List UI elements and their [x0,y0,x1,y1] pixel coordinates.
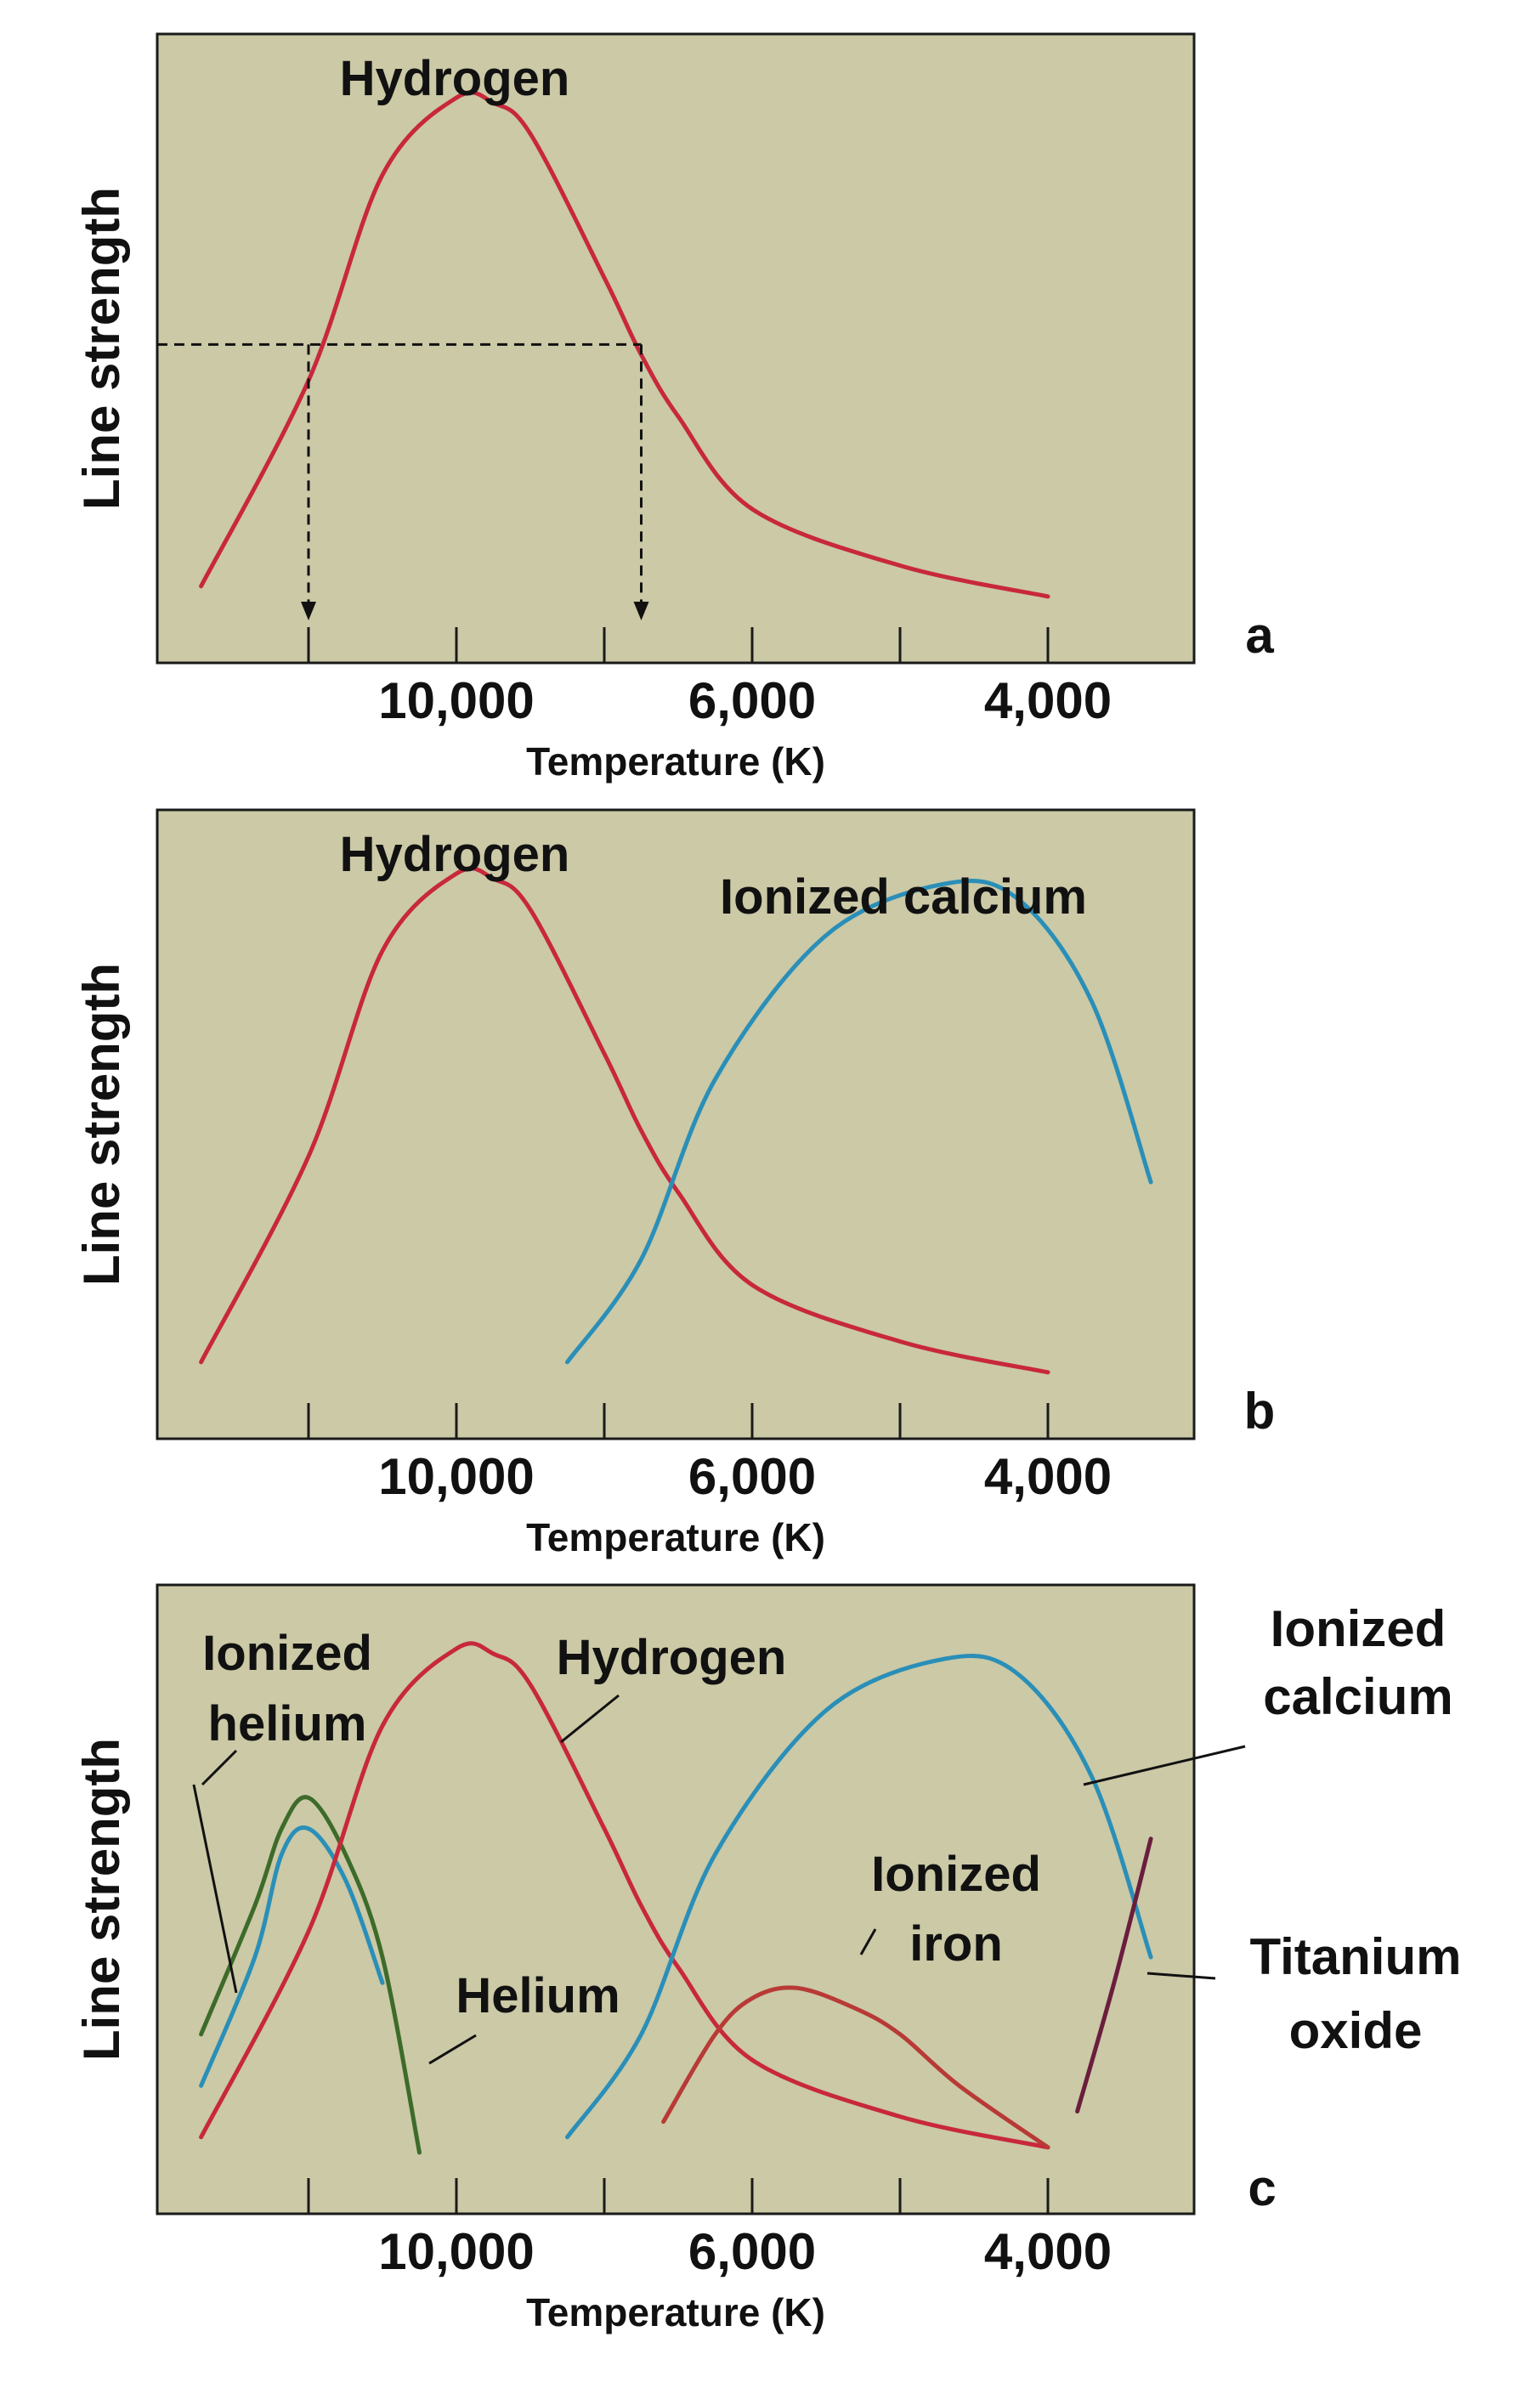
panel-c-plot-area [156,1583,1196,2215]
panel-c-label-ionized-iron-line1: Ionized [871,1847,1041,1902]
panel-c-curve-helium [199,1795,422,2155]
panel-c-leaders [192,1694,1246,2065]
panel-c-curve-ionized-iron [661,1985,1050,2150]
panel-a-letter: a [1245,607,1274,664]
panel-a-y-label: Line strength [73,187,130,510]
panel-c-label-ionized-calcium-line2: calcium [1263,1668,1452,1725]
panel-b-x-tick-label-6000: 6,000 [688,1448,816,1505]
panel-b-curves [199,866,1153,1375]
panel-c-label-ionized-calcium-line1: Ionized [1271,1600,1447,1657]
panel-b: Hydrogen Ionized calcium Line strength 1… [73,808,1276,1559]
panel-c-curve-ionized-helium [199,1825,385,2088]
panel-b-series-label-hydrogen: Hydrogen [340,827,570,882]
panel-c-x-tick-label-10000: 10,000 [378,2223,535,2280]
panel-c-curve-ionized-calcium [565,1654,1153,2140]
panel-a-x-tick-label-4000: 4,000 [984,672,1112,729]
panel-a-x-tick-label-6000: 6,000 [688,672,816,729]
panel-b-curve-ionized-calcium [565,879,1153,1365]
panel-c-label-helium: Helium [456,1968,620,2023]
panel-b-letter: b [1244,1383,1276,1440]
leader-titanium-oxide [1147,1972,1216,1980]
leader-ionized-helium [201,1749,238,1786]
panel-a-curves [199,90,1050,599]
panel-b-x-tick-label-4000: 4,000 [984,1448,1112,1505]
panel-c-label-titanium-oxide-line1: Titanium [1250,1928,1462,1985]
panel-a-curve-hydrogen [199,90,1050,599]
panel-c-x-tick-label-4000: 4,000 [984,2223,1112,2280]
leader-ionized-calcium [1083,1745,1246,1786]
panel-c-letter: c [1248,2159,1276,2216]
panel-a-x-tick-label-10000: 10,000 [378,672,535,729]
leader-ionized-iron [859,1928,877,1955]
panel-c-x-tick-label-6000: 6,000 [688,2223,816,2280]
leader-hydrogen [560,1694,620,1744]
panel-a-ticks [307,627,1050,663]
panel-a-guide-arrowhead-2 [633,602,649,620]
panel-a-x-label: Temperature (K) [526,739,825,784]
panel-c-label-titanium-oxide-line2: oxide [1289,2002,1423,2059]
panel-c-curve-titanium-oxide [1075,1836,1153,2114]
panel-c-x-label: Temperature (K) [526,2290,825,2334]
leader-ionized-helium-tick [192,1784,238,1994]
panel-b-series-label-ionized-calcium: Ionized calcium [720,869,1087,925]
panel-c-label-ionized-iron-line2: iron [909,1916,1003,1972]
panel-a-plot-area [156,32,1196,665]
panel-a-guide-arrowhead-1 [301,602,316,620]
panel-b-x-label: Temperature (K) [526,1515,825,1559]
panel-a-series-label-hydrogen: Hydrogen [340,51,570,106]
panel-c-y-label: Line strength [73,1738,130,2061]
panel-c-label-ionized-helium-line2: helium [208,1696,367,1751]
panel-b-ticks [307,1403,1050,1439]
panel-c-label-hydrogen: Hydrogen [557,1630,787,1685]
panel-b-plot-area [156,808,1196,1440]
panel-a: Hydrogen Line strength 10,000 6,000 4,00… [73,32,1274,784]
panel-a-guides [157,342,649,620]
panel-c-ticks [307,2178,1050,2214]
panel-c-label-ionized-helium-line1: Ionized [202,1626,372,1681]
panel-b-y-label: Line strength [73,963,130,1286]
leader-helium [428,2034,477,2065]
panel-c: Ionized helium Hydrogen Helium Ionized c… [73,1583,1462,2334]
panel-b-curve-hydrogen [199,866,1050,1375]
panel-b-x-tick-label-10000: 10,000 [378,1448,535,1505]
